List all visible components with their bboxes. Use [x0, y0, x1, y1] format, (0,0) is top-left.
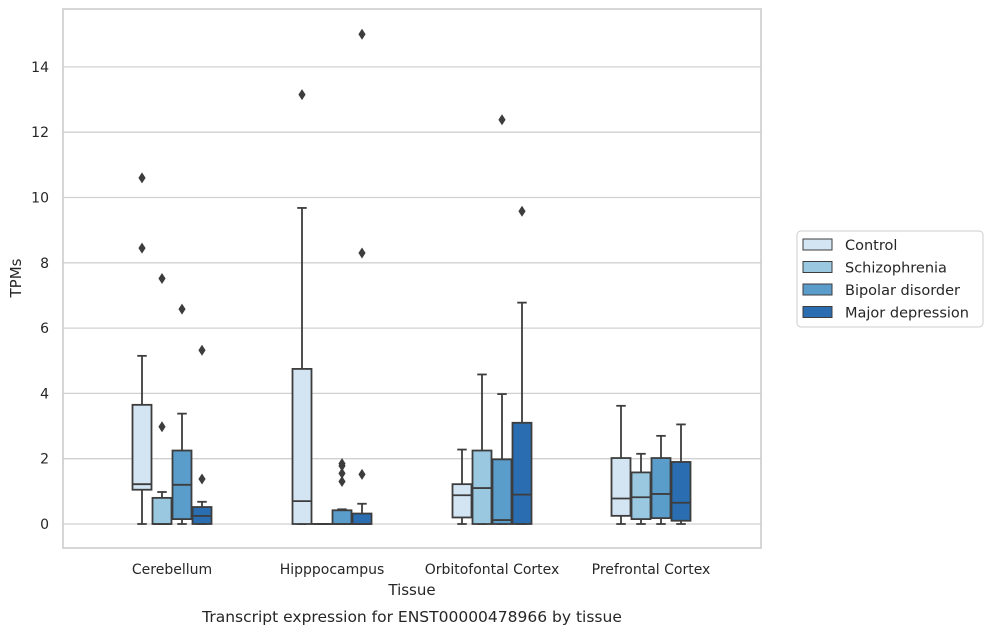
- x-tick-labels: Cerebellum Hipppocampus Orbitofontal Corte…: [132, 562, 710, 578]
- x-axis-label: Tissue: [387, 581, 435, 599]
- x-tick-label: Hipppocampus: [280, 562, 385, 578]
- outlier-point: [158, 272, 166, 284]
- y-tick-label: 4: [40, 386, 49, 402]
- legend-label: Control: [845, 238, 897, 254]
- y-tick-label: 6: [40, 321, 49, 337]
- outlier-point: [338, 476, 346, 488]
- outlier-point: [138, 172, 146, 184]
- box-body: [610, 457, 632, 517]
- legend-swatch: [802, 306, 833, 318]
- outlier-point: [358, 28, 366, 40]
- box-body: [451, 483, 473, 519]
- box: [171, 303, 193, 525]
- series-control: [131, 89, 632, 525]
- box: [610, 404, 632, 525]
- box-body: [291, 368, 313, 525]
- box: [291, 89, 313, 525]
- y-tick-label: 14: [31, 60, 49, 76]
- box-series: [131, 28, 692, 525]
- box-body: [650, 457, 672, 520]
- legend-swatch: [802, 261, 833, 273]
- box: [331, 458, 353, 525]
- plot-frame: [62, 8, 762, 549]
- box: [151, 272, 173, 525]
- gridlines: [63, 66, 761, 525]
- y-tick-label: 2: [40, 452, 49, 468]
- legend: Control Schizophrenia Bipolar disorder Majo…: [796, 230, 984, 328]
- outlier-point: [198, 473, 206, 485]
- y-axis-label: TPMs: [7, 258, 25, 298]
- series-bipolar-disorder: [171, 114, 672, 525]
- y-tick-label: 12: [31, 125, 49, 141]
- y-tick-labels: 0 2 4 6 8 10 12 14: [31, 60, 49, 533]
- outlier-point: [358, 468, 366, 480]
- outlier-point: [198, 344, 206, 356]
- outlier-point: [138, 242, 146, 254]
- y-tick-label: 10: [31, 191, 49, 207]
- box: [491, 114, 513, 525]
- box: [451, 448, 473, 525]
- y-tick-label: 0: [40, 517, 49, 533]
- x-tick-label: Prefrontal Cortex: [592, 562, 711, 578]
- box: [650, 434, 672, 525]
- outlier-point: [518, 205, 526, 217]
- box: [630, 452, 652, 525]
- outlier-point: [358, 247, 366, 259]
- box-body: [351, 512, 373, 525]
- legend-swatch: [802, 283, 833, 296]
- box-body: [670, 461, 692, 522]
- chart-caption: Transcript expression for ENST0000047896…: [201, 608, 622, 626]
- series-major-depression: [191, 28, 692, 525]
- x-tick-label: Cerebellum: [132, 562, 212, 578]
- x-tick-label: Orbitofontal Cortex: [425, 562, 560, 578]
- legend-swatch: [802, 238, 833, 251]
- box: [670, 423, 692, 525]
- outlier-point: [498, 114, 506, 126]
- legend-frame: [796, 230, 984, 328]
- legend-label: Major depression: [845, 306, 969, 322]
- outlier-point: [338, 467, 346, 479]
- legend-label: Schizophrenia: [845, 261, 947, 277]
- y-tick-label: 8: [40, 256, 49, 272]
- box-body: [630, 471, 652, 521]
- legend-label: Bipolar disorder: [845, 283, 960, 299]
- box-body: [151, 496, 173, 525]
- box: [191, 344, 213, 525]
- box: [351, 28, 373, 525]
- box-body: [131, 403, 153, 491]
- box: [471, 373, 493, 525]
- outlier-point: [178, 303, 186, 315]
- box: [131, 172, 153, 525]
- outlier-point: [298, 89, 306, 101]
- series-schizophrenia: [151, 272, 652, 525]
- box: [511, 205, 533, 525]
- box-body: [491, 458, 513, 525]
- outlier-point: [158, 421, 166, 433]
- outlier-point: [338, 460, 346, 472]
- box-body: [511, 421, 533, 525]
- box-body: [331, 509, 353, 525]
